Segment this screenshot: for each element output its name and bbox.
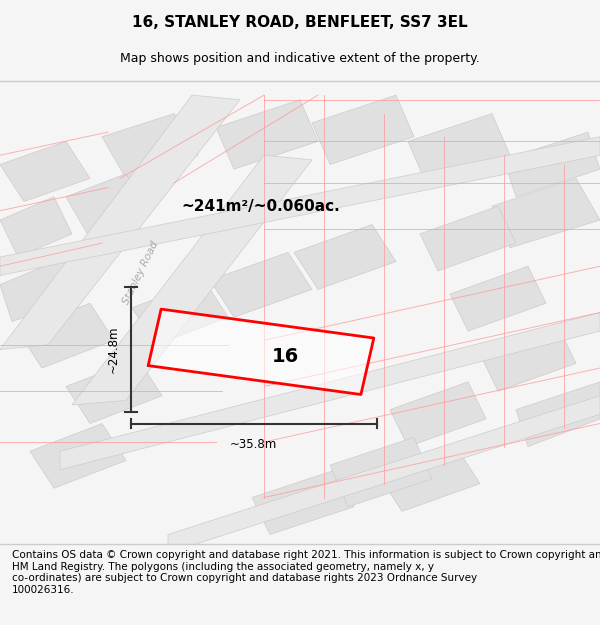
Text: 16, STANLEY ROAD, BENFLEET, SS7 3EL: 16, STANLEY ROAD, BENFLEET, SS7 3EL [132,15,468,30]
Polygon shape [378,447,480,511]
Text: Map shows position and indicative extent of the property.: Map shows position and indicative extent… [120,52,480,65]
Polygon shape [0,137,600,276]
Polygon shape [168,396,600,553]
Polygon shape [294,224,396,289]
Text: ~24.8m: ~24.8m [106,326,119,373]
Polygon shape [132,280,228,345]
Text: 16: 16 [271,347,299,366]
Polygon shape [60,312,600,470]
Polygon shape [0,141,90,201]
Polygon shape [0,197,72,257]
Polygon shape [516,382,600,447]
Polygon shape [312,95,414,164]
Polygon shape [492,178,600,248]
Polygon shape [66,174,150,239]
Polygon shape [148,309,374,394]
Polygon shape [216,100,318,169]
Polygon shape [66,359,162,424]
Polygon shape [18,303,114,368]
Text: ~241m²/~0.060ac.: ~241m²/~0.060ac. [182,199,340,214]
Polygon shape [480,326,576,391]
Polygon shape [408,114,510,183]
Polygon shape [252,470,354,534]
Polygon shape [0,257,84,322]
Polygon shape [420,206,516,271]
Text: Stanley Road: Stanley Road [121,240,161,306]
Polygon shape [504,132,600,197]
Polygon shape [450,266,546,331]
Polygon shape [102,114,198,178]
Polygon shape [30,424,126,488]
Polygon shape [72,155,312,405]
Polygon shape [0,95,240,349]
Polygon shape [390,382,486,447]
Text: Contains OS data © Crown copyright and database right 2021. This information is : Contains OS data © Crown copyright and d… [12,550,600,595]
Polygon shape [330,438,432,507]
Polygon shape [210,253,312,317]
Text: ~35.8m: ~35.8m [230,438,277,451]
